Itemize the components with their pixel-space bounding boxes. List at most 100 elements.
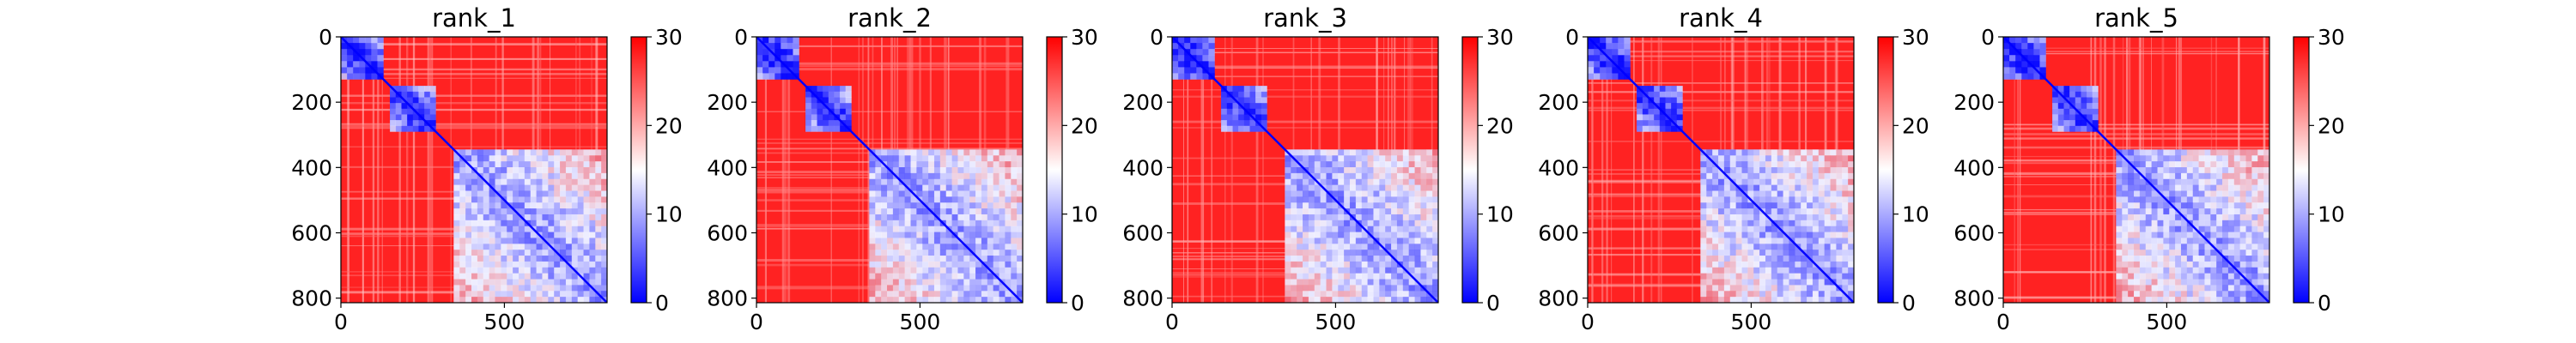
- heatmap-cell: [1753, 149, 1760, 156]
- heatmap-cell: [2180, 256, 2188, 262]
- heatmap-cell: [489, 220, 495, 226]
- heatmap-cell: [928, 184, 935, 191]
- heatmap-cell: [583, 155, 590, 162]
- heatmap-cell: [1426, 166, 1433, 174]
- heatmap-cell: [560, 285, 567, 292]
- heatmap-cell: [2245, 149, 2252, 156]
- heatmap-cell: [987, 196, 993, 203]
- heatmap-cell: [969, 238, 976, 244]
- heatmap-cell: [881, 172, 888, 180]
- heatmap-cell: [881, 196, 888, 203]
- heatmap-cell: [1349, 166, 1357, 174]
- heatmap-stripe: [341, 68, 607, 71]
- heatmap-cell: [2227, 232, 2235, 238]
- heatmap-cell: [945, 297, 952, 303]
- heatmap-cell: [401, 91, 408, 98]
- heatmap-cell: [892, 190, 900, 197]
- heatmap-cell: [1729, 196, 1736, 203]
- heatmap-cell: [507, 232, 513, 238]
- heatmap-cell: [1408, 166, 1415, 174]
- heatmap-cell: [2257, 190, 2264, 197]
- heatmap-cell: [993, 267, 999, 274]
- heatmap-cell: [1801, 273, 1807, 280]
- heatmap-cell: [1011, 279, 1018, 286]
- heatmap-cell: [875, 149, 882, 156]
- heatmap-cell: [1637, 125, 1643, 132]
- heatmap-cell: [951, 202, 958, 209]
- heatmap-cell: [2192, 196, 2199, 203]
- heatmap-cell: [1830, 202, 1837, 209]
- heatmap-cell: [1807, 184, 1814, 191]
- heatmap-cell: [589, 291, 596, 298]
- heatmap-cell: [987, 178, 993, 185]
- heatmap-cell: [1777, 273, 1783, 280]
- heatmap-cell: [2233, 178, 2240, 185]
- heatmap-cell: [2057, 114, 2064, 121]
- heatmap-cell: [957, 267, 964, 274]
- heatmap-stripe: [756, 45, 1023, 47]
- heatmap-cell: [1765, 261, 1772, 268]
- heatmap-cell: [951, 190, 958, 197]
- heatmap-cell: [2245, 178, 2252, 185]
- heatmap-cell: [945, 244, 952, 250]
- heatmap-cell: [459, 279, 466, 286]
- heatmap-cell: [1830, 261, 1837, 268]
- heatmap-cell: [2198, 208, 2205, 215]
- heatmap-cell: [507, 244, 513, 250]
- heatmap-cell: [489, 190, 495, 197]
- heatmap-cell: [1402, 208, 1409, 215]
- heatmap-cell: [1408, 190, 1415, 197]
- heatmap-cell: [2163, 279, 2170, 286]
- heatmap-cell: [2175, 202, 2182, 209]
- heatmap-cell: [2116, 273, 2123, 280]
- heatmap-cell: [769, 55, 775, 62]
- heatmap-cell: [1654, 97, 1661, 104]
- heatmap-cell: [1777, 244, 1783, 250]
- heatmap-cell: [407, 108, 414, 115]
- heatmap-cell: [1807, 178, 1814, 185]
- heatmap-cell: [2122, 172, 2129, 180]
- heatmap-cell: [548, 250, 555, 256]
- heatmap-cell: [1302, 190, 1309, 197]
- heatmap-cell: [987, 256, 993, 262]
- heatmap-cell: [2145, 226, 2152, 232]
- heatmap-stripe: [428, 37, 432, 303]
- heatmap-cell: [2039, 67, 2046, 74]
- heatmap-cell: [793, 67, 799, 74]
- heatmap-cell: [1795, 172, 1801, 180]
- heatmap-cell: [524, 214, 531, 221]
- heatmap-cell: [951, 196, 958, 203]
- heatmap-cell: [489, 226, 495, 232]
- heatmap-cell: [2192, 238, 2199, 244]
- heatmap-cell: [2192, 279, 2199, 286]
- heatmap-cell: [904, 190, 911, 197]
- heatmap-cell: [1807, 196, 1814, 203]
- heatmap-cell: [1361, 250, 1368, 256]
- heatmap-cell: [993, 261, 999, 268]
- heatmap-cell: [1190, 73, 1197, 80]
- heatmap-cell: [1836, 244, 1843, 250]
- heatmap-cell: [1665, 103, 1672, 110]
- heatmap-cell: [465, 267, 472, 274]
- heatmap-stripe: [1262, 37, 1264, 303]
- heatmap-cell: [1221, 114, 1228, 121]
- heatmap-cell: [2169, 184, 2176, 191]
- heatmap-cell: [1361, 149, 1368, 156]
- heatmap-cell: [1420, 232, 1427, 238]
- heatmap-cell: [1017, 238, 1023, 244]
- heatmap-cell: [922, 184, 929, 191]
- heatmap-cell: [892, 267, 900, 274]
- heatmap-cell: [453, 208, 460, 215]
- heatmap-cell: [869, 208, 876, 215]
- heatmap-cell: [1771, 214, 1777, 221]
- heatmap-cell: [595, 285, 602, 292]
- heatmap-cell: [886, 184, 894, 191]
- heatmap-cell: [1812, 208, 1820, 215]
- heatmap-cell: [1226, 103, 1233, 110]
- heatmap-cell: [1385, 202, 1392, 209]
- heatmap-cell: [595, 161, 602, 168]
- heatmap-cell: [2245, 261, 2252, 268]
- heatmap-cell: [2157, 178, 2164, 185]
- heatmap-cell: [1017, 244, 1023, 250]
- heatmap-cell: [1414, 178, 1421, 185]
